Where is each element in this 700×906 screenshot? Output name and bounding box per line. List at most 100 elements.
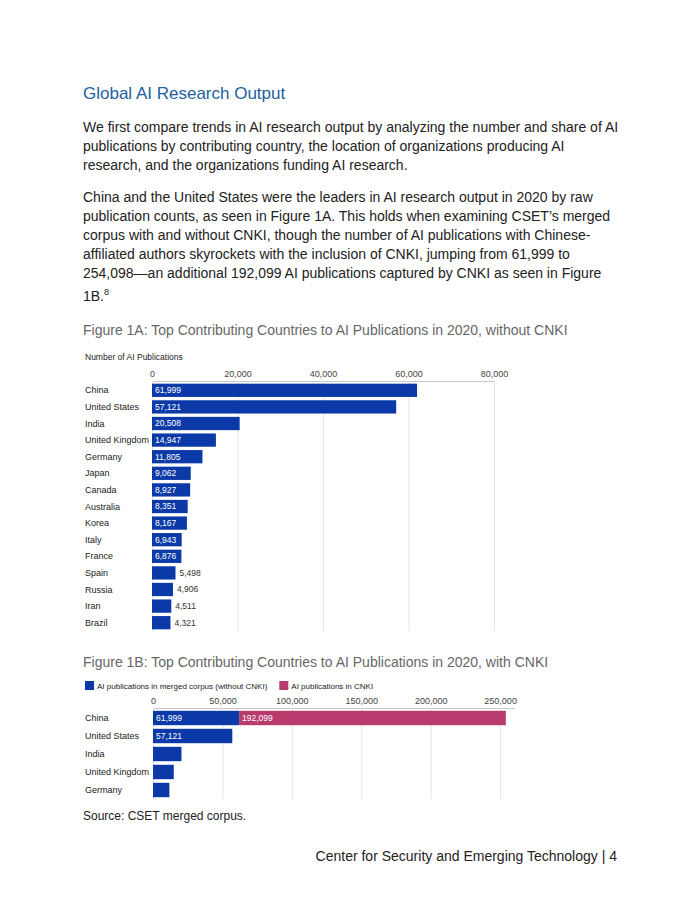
axis-title: Number of AI Publications: [85, 352, 183, 362]
bar: [153, 765, 174, 779]
tick: 80,000: [481, 369, 509, 631]
bar: [152, 384, 417, 397]
data-label: 57,121: [156, 731, 182, 741]
category-label: Spain: [85, 568, 108, 578]
data-label: 9,062: [155, 468, 177, 478]
bar: [153, 711, 239, 725]
bar: [239, 711, 506, 725]
legend-item: AI publications in merged corpus (withou…: [85, 681, 268, 691]
data-label: 8,167: [155, 518, 177, 528]
bar: [152, 417, 240, 430]
data-label: 61,999: [155, 385, 181, 395]
page-svg: Source: CSET merged corpus.Center for Se…: [0, 0, 700, 906]
category-label: Germany: [85, 785, 123, 795]
legend-label: AI publications in CNKI: [291, 682, 373, 691]
axis-line: [154, 708, 515, 709]
category-label: United States: [85, 731, 140, 741]
category-label: Iran: [85, 601, 101, 611]
category-labels: China United States India United Kingdom Ger…: [85, 385, 149, 627]
tick-label: 80,000: [481, 369, 509, 379]
category-label: Australia: [85, 502, 120, 512]
data-label: 8,351: [155, 501, 177, 511]
data-label: 4,511: [175, 601, 196, 611]
grid-line: [409, 381, 410, 631]
category-label: Italy: [85, 535, 102, 545]
tick-label: 60,000: [395, 369, 423, 379]
bar: [153, 747, 181, 761]
data-labels: 61,999 192,099 57,121: [156, 713, 273, 741]
data-label: 8,927: [155, 485, 177, 495]
tick-label: 50,000: [209, 696, 237, 706]
category-labels: China United States India United Kingdom Ger…: [85, 713, 149, 795]
bars: [153, 711, 506, 797]
bar: [152, 516, 187, 529]
category-label: France: [85, 551, 113, 561]
category-label: India: [85, 419, 105, 429]
data-label: 14,947: [155, 435, 181, 445]
category-label: Japan: [85, 468, 110, 478]
x-axis: 0 20,000 40,000 60,000 80,000: [150, 369, 508, 631]
footnote-ref: 8: [104, 287, 109, 297]
chart: Figure 1A: Top Contributing Countries to…: [83, 322, 568, 631]
bars: [152, 384, 417, 630]
bar: [152, 583, 173, 596]
tick: 60,000: [395, 369, 423, 631]
bar: [153, 729, 232, 743]
legend-swatch: [279, 681, 288, 690]
data-label: 6,876: [155, 551, 177, 561]
bar: [152, 467, 191, 480]
x-axis: 0 50,000 100,000 150,000 200,000 250,000: [151, 696, 517, 799]
category-label: Brazil: [85, 618, 108, 628]
chart-title: Figure 1B: Top Contributing Countries to…: [83, 654, 548, 670]
bar: [153, 783, 169, 797]
heading: Global AI Research Output: [83, 84, 285, 104]
chart-title: Figure 1A: Top Contributing Countries to…: [83, 322, 568, 338]
category-label: United Kingdom: [85, 767, 149, 777]
data-labels: 61,999 57,121 20,508 14,947 11,805 9,062 8,927…: [155, 385, 201, 627]
data-label: 61,999: [156, 713, 182, 723]
bar: [152, 483, 190, 496]
tick-label: 100,000: [276, 696, 309, 706]
bar: [152, 566, 176, 579]
paragraph: China and the United States were the lea…: [83, 189, 610, 304]
category-label: Korea: [85, 518, 109, 528]
legend: AI publications in merged corpus (withou…: [85, 681, 373, 691]
tick-label: 200,000: [415, 696, 448, 706]
tick-label: 150,000: [345, 696, 378, 706]
bar: [152, 533, 182, 546]
legend-item: AI publications in CNKI: [279, 681, 373, 691]
legend-swatch: [85, 681, 94, 690]
data-label: 4,321: [174, 618, 196, 628]
paragraph-block: China and the United States were the lea…: [83, 188, 623, 306]
data-label: 6,943: [155, 535, 177, 545]
data-label: 192,099: [242, 713, 273, 723]
bar: [152, 599, 171, 612]
legend-label: AI publications in merged corpus (withou…: [97, 682, 268, 691]
tick-label: 250,000: [484, 696, 517, 706]
tick-label: 40,000: [310, 369, 338, 379]
tick-label: 0: [151, 696, 156, 706]
category-label: China: [85, 713, 109, 723]
paragraph: We first compare trends in AI research o…: [83, 118, 623, 175]
category-label: United Kingdom: [85, 435, 149, 445]
bar: [152, 400, 396, 413]
tick-label: 0: [150, 369, 155, 379]
category-label: Russia: [85, 585, 113, 595]
grid-line: [323, 381, 324, 631]
source: Source: CSET merged corpus.: [83, 809, 246, 823]
data-label: 11,805: [155, 452, 181, 462]
bar: [152, 433, 216, 446]
grid-line: [494, 381, 495, 631]
category-label: China: [85, 385, 109, 395]
bar: [152, 550, 181, 563]
data-label: 20,508: [155, 418, 181, 428]
data-label: 4,906: [177, 584, 199, 594]
data-label: 57,121: [155, 402, 181, 412]
category-label: India: [85, 749, 105, 759]
tick-label: 20,000: [224, 369, 252, 379]
category-label: Germany: [85, 452, 123, 462]
bar: [152, 616, 170, 629]
category-label: United States: [85, 402, 140, 412]
category-label: Canada: [85, 485, 117, 495]
bar: [152, 500, 188, 513]
